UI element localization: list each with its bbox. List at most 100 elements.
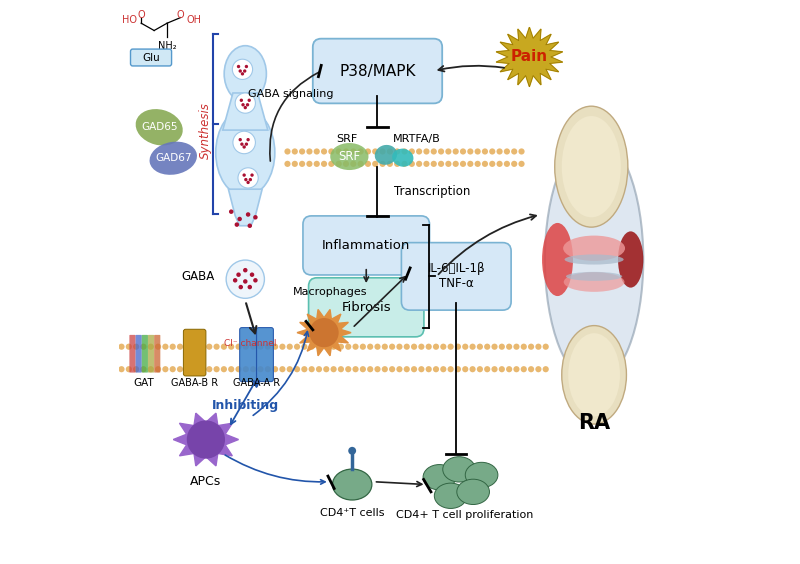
Circle shape <box>367 343 374 350</box>
Ellipse shape <box>562 325 626 424</box>
Circle shape <box>389 366 395 372</box>
Circle shape <box>177 366 183 372</box>
Circle shape <box>302 366 307 372</box>
Circle shape <box>535 366 542 372</box>
Circle shape <box>514 343 519 350</box>
FancyBboxPatch shape <box>309 278 424 337</box>
Circle shape <box>321 161 327 167</box>
FancyBboxPatch shape <box>148 335 154 373</box>
Polygon shape <box>222 93 268 130</box>
Circle shape <box>372 148 378 155</box>
Circle shape <box>279 366 286 372</box>
Circle shape <box>409 161 415 167</box>
Circle shape <box>389 343 395 350</box>
Circle shape <box>467 161 474 167</box>
Circle shape <box>310 318 338 347</box>
Circle shape <box>411 343 417 350</box>
Circle shape <box>246 103 250 107</box>
Circle shape <box>542 343 549 350</box>
Circle shape <box>228 343 234 350</box>
Circle shape <box>148 343 154 350</box>
Circle shape <box>240 99 243 102</box>
Circle shape <box>299 161 306 167</box>
Circle shape <box>241 72 244 76</box>
Circle shape <box>240 143 243 146</box>
Ellipse shape <box>563 236 625 261</box>
Ellipse shape <box>224 46 266 102</box>
Circle shape <box>232 59 253 80</box>
Circle shape <box>470 366 476 372</box>
Circle shape <box>482 161 488 167</box>
Circle shape <box>330 343 337 350</box>
Circle shape <box>482 148 488 155</box>
Circle shape <box>235 93 255 113</box>
Circle shape <box>191 343 198 350</box>
Circle shape <box>372 161 378 167</box>
Circle shape <box>236 272 241 277</box>
Circle shape <box>247 223 252 228</box>
Circle shape <box>242 146 246 149</box>
FancyBboxPatch shape <box>303 216 430 275</box>
Circle shape <box>353 343 358 350</box>
Circle shape <box>535 343 542 350</box>
FancyBboxPatch shape <box>257 328 274 382</box>
Circle shape <box>279 343 286 350</box>
Circle shape <box>284 161 290 167</box>
Circle shape <box>238 217 242 221</box>
Circle shape <box>498 366 505 372</box>
Circle shape <box>118 343 125 350</box>
Circle shape <box>423 161 430 167</box>
Circle shape <box>314 161 320 167</box>
Circle shape <box>374 366 381 372</box>
Circle shape <box>394 148 400 155</box>
Circle shape <box>247 99 251 102</box>
Text: RA: RA <box>578 413 610 433</box>
Circle shape <box>221 343 227 350</box>
Ellipse shape <box>216 109 275 196</box>
Circle shape <box>299 148 306 155</box>
Text: O: O <box>138 10 145 20</box>
Circle shape <box>423 148 430 155</box>
Circle shape <box>221 366 227 372</box>
Text: Pain: Pain <box>511 50 548 64</box>
Circle shape <box>170 343 176 350</box>
Circle shape <box>265 366 271 372</box>
Circle shape <box>265 343 271 350</box>
Circle shape <box>338 366 344 372</box>
Circle shape <box>477 343 483 350</box>
Circle shape <box>314 148 320 155</box>
Circle shape <box>460 148 466 155</box>
Circle shape <box>394 161 400 167</box>
Circle shape <box>126 366 132 372</box>
Circle shape <box>467 148 474 155</box>
Text: GABA signaling: GABA signaling <box>247 89 333 99</box>
Circle shape <box>440 343 446 350</box>
Circle shape <box>292 161 298 167</box>
Circle shape <box>418 366 425 372</box>
Text: SRF: SRF <box>338 150 361 163</box>
Circle shape <box>460 161 466 167</box>
Circle shape <box>446 148 451 155</box>
Circle shape <box>226 260 265 298</box>
Circle shape <box>140 366 146 372</box>
Polygon shape <box>297 310 351 356</box>
Circle shape <box>462 343 468 350</box>
Circle shape <box>365 161 371 167</box>
FancyBboxPatch shape <box>130 335 135 373</box>
Circle shape <box>233 131 255 154</box>
Circle shape <box>365 148 371 155</box>
Circle shape <box>433 366 439 372</box>
Circle shape <box>358 161 364 167</box>
Ellipse shape <box>466 462 498 488</box>
Polygon shape <box>496 27 562 87</box>
Circle shape <box>521 343 527 350</box>
Text: MRTFA/B: MRTFA/B <box>393 134 441 143</box>
Text: GABA: GABA <box>181 270 214 283</box>
Circle shape <box>474 161 481 167</box>
Circle shape <box>247 285 252 289</box>
Text: Synthesis: Synthesis <box>199 102 212 158</box>
Circle shape <box>409 148 415 155</box>
Circle shape <box>186 420 225 459</box>
Text: CD4+ T cell proliferation: CD4+ T cell proliferation <box>396 510 534 521</box>
Circle shape <box>321 148 327 155</box>
